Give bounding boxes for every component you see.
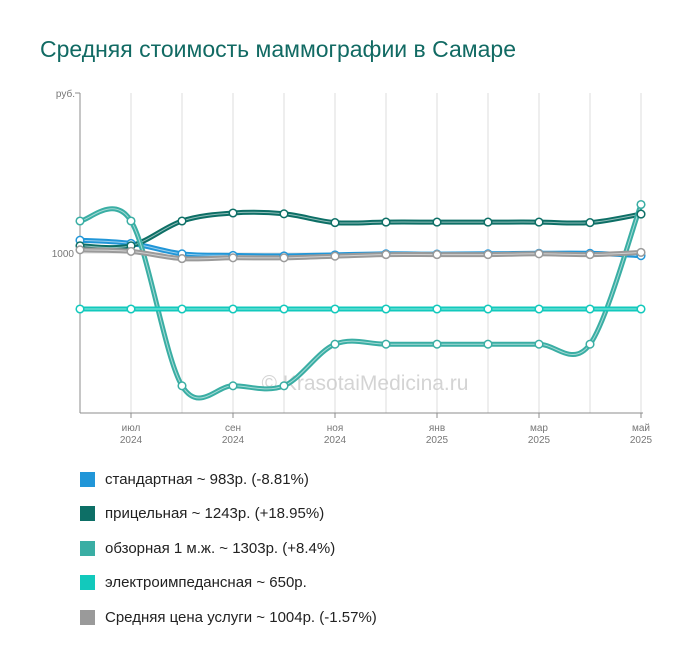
data-point-1 — [177, 216, 187, 226]
x-tick-label-year: 2024 — [222, 435, 245, 446]
legend-label: прицельная ~ 1243р. (+18.95%) — [105, 505, 325, 523]
data-point-4 — [126, 246, 136, 256]
data-point-2 — [585, 339, 595, 349]
data-point-2 — [534, 339, 544, 349]
legend-swatch — [80, 506, 95, 522]
data-point-4 — [279, 253, 289, 263]
legend-label: электроимпедансная ~ 650р. — [105, 574, 307, 592]
legend-swatch — [80, 471, 95, 487]
legend-item[interactable]: обзорная 1 м.ж. ~ 1303р. (+8.4%) — [80, 531, 377, 566]
data-point-2 — [228, 381, 238, 391]
data-point-4 — [228, 253, 238, 263]
x-tick-label-year: 2024 — [324, 435, 347, 446]
data-point-2 — [279, 381, 289, 391]
data-point-2 — [126, 216, 136, 226]
data-point-3 — [483, 304, 493, 314]
x-tick-label-month: янв — [429, 423, 445, 434]
data-point-1 — [636, 209, 646, 219]
data-point-2 — [75, 216, 85, 226]
legend-item[interactable]: электроимпедансная ~ 650р. — [80, 566, 377, 601]
x-tick-label-year: 2024 — [120, 435, 143, 446]
data-point-4 — [432, 250, 442, 260]
watermark: © KrasotaiMedicina.ru — [262, 372, 469, 395]
legend-item[interactable]: прицельная ~ 1243р. (+18.95%) — [80, 497, 377, 532]
x-tick-label-month: сен — [225, 423, 241, 434]
data-point-3 — [126, 304, 136, 314]
data-point-1 — [432, 217, 442, 227]
x-tick-label-year: 2025 — [630, 435, 653, 446]
data-point-1 — [228, 208, 238, 218]
legend: стандартная ~ 983р. (-8.81%) прицельная ~… — [80, 462, 377, 635]
x-tick-label-year: 2025 — [528, 435, 551, 446]
chart-title: Средняя стоимость маммографии в Самаре — [40, 36, 516, 62]
x-tick-label-month: июл — [122, 423, 141, 434]
data-point-4 — [534, 249, 544, 259]
data-point-2 — [636, 199, 646, 210]
data-point-4 — [381, 250, 391, 260]
legend-swatch — [80, 609, 95, 625]
data-point-3 — [75, 304, 85, 314]
line-chart: руб.1000июл2024сен2024ноя2024янв2025мар2… — [52, 88, 653, 446]
data-point-2 — [432, 339, 442, 349]
data-point-1 — [483, 217, 493, 227]
data-point-4 — [585, 250, 595, 260]
y-tick-label: 1000 — [52, 249, 75, 260]
series-line-2 — [77, 202, 644, 401]
x-tick-label-month: ноя — [327, 423, 344, 434]
legend-label: обзорная 1 м.ж. ~ 1303р. (+8.4%) — [105, 539, 336, 557]
data-point-4 — [636, 247, 646, 257]
data-point-2 — [483, 339, 493, 349]
y-axis-label: руб. — [56, 88, 75, 100]
data-point-3 — [228, 304, 238, 314]
series-line-highlight-2 — [79, 204, 642, 399]
data-point-4 — [330, 251, 340, 261]
x-tick-label-month: мар — [530, 423, 548, 434]
legend-item[interactable]: Средняя цена услуги ~ 1004р. (-1.57%) — [80, 600, 377, 635]
data-point-1 — [585, 218, 595, 228]
legend-item[interactable]: стандартная ~ 983р. (-8.81%) — [80, 462, 377, 497]
data-point-1 — [330, 218, 340, 228]
legend-label: Средняя цена услуги ~ 1004р. (-1.57%) — [105, 608, 377, 626]
data-point-3 — [534, 304, 544, 314]
legend-swatch — [80, 540, 95, 556]
data-point-3 — [585, 304, 595, 314]
x-tick-label-year: 2025 — [426, 435, 449, 446]
data-point-2 — [177, 381, 187, 391]
data-point-3 — [636, 304, 646, 314]
data-point-3 — [330, 304, 340, 314]
data-point-3 — [432, 304, 442, 314]
data-point-4 — [177, 254, 187, 264]
legend-label: стандартная ~ 983р. (-8.81%) — [105, 470, 309, 488]
data-point-4 — [75, 245, 85, 255]
data-point-1 — [534, 217, 544, 227]
legend-swatch — [80, 575, 95, 591]
data-point-4 — [483, 250, 493, 260]
data-point-3 — [177, 304, 187, 314]
data-point-3 — [279, 304, 289, 314]
data-point-3 — [381, 304, 391, 314]
data-point-2 — [381, 339, 391, 349]
data-point-1 — [279, 209, 289, 219]
data-point-1 — [381, 217, 391, 227]
data-point-2 — [330, 339, 340, 349]
x-tick-label-month: май — [632, 423, 650, 434]
series-line-highlight-1 — [79, 211, 642, 249]
